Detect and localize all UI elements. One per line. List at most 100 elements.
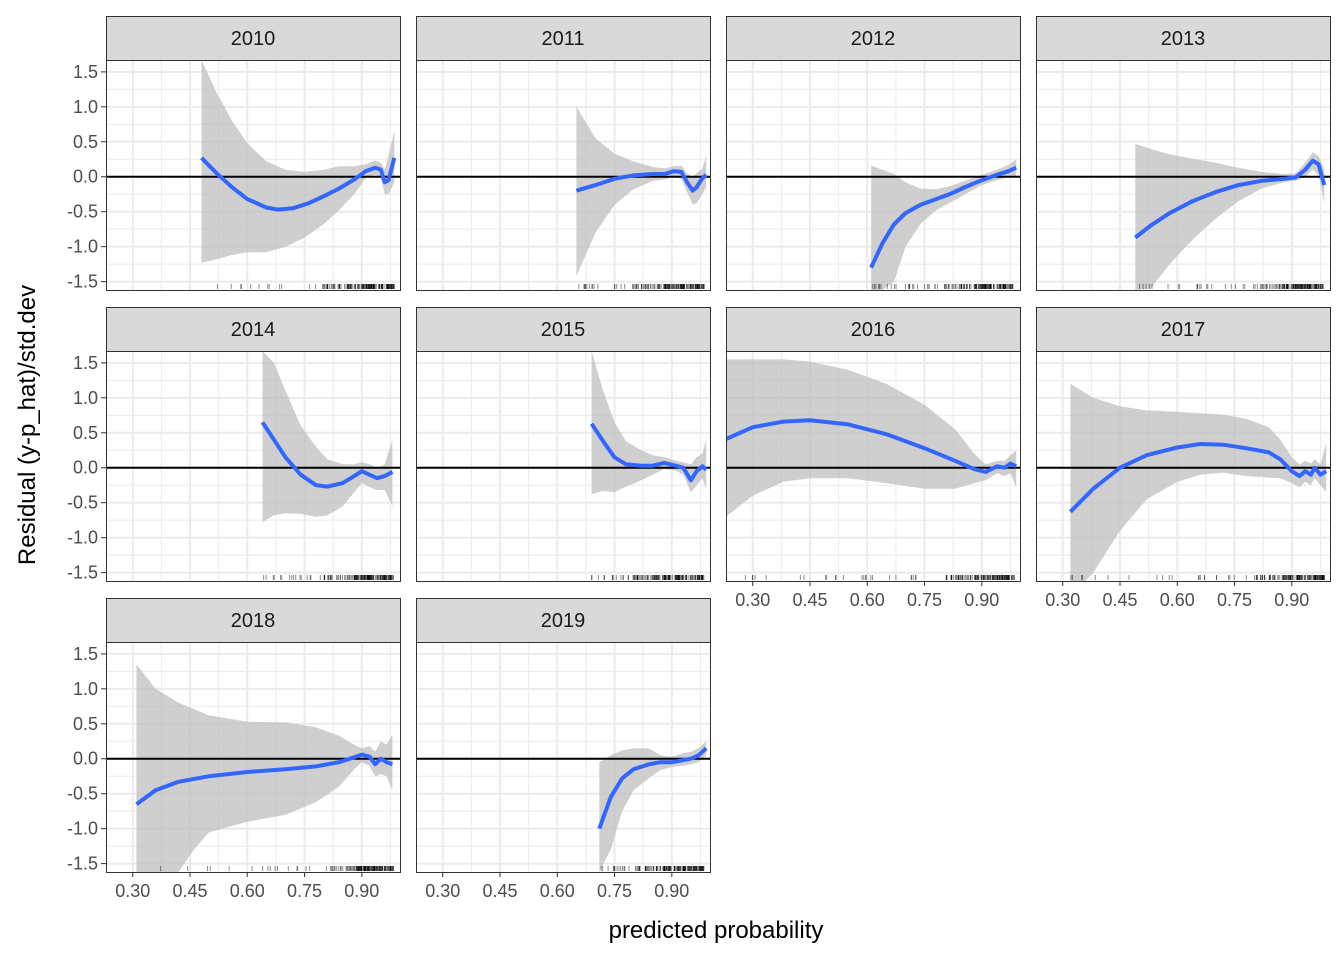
y-tick-label: -0.5 — [67, 784, 98, 804]
smooth-line — [869, 165, 1018, 269]
facet-panel-2011: 2011 — [416, 16, 711, 291]
panel-border — [416, 642, 711, 873]
y-tick-label: 1.0 — [73, 388, 98, 408]
panel-plot-area — [106, 351, 400, 580]
facet-panel-2015: 2015 — [416, 307, 711, 582]
facet-panel-2013: 2013 — [1036, 16, 1331, 291]
confidence-band — [871, 159, 1017, 290]
x-tick-label: 0.45 — [792, 590, 827, 610]
confidence-band — [201, 60, 395, 263]
facet-strip-label: 2013 — [1161, 28, 1206, 50]
panel-plot-area — [416, 741, 710, 872]
y-tick-label: 0.5 — [73, 423, 98, 443]
y-tick-label: 1.5 — [73, 353, 98, 373]
x-tick-label: 0.30 — [115, 881, 150, 901]
facet-strip-label: 2016 — [851, 319, 896, 341]
x-axis-title: predicted probability — [609, 917, 824, 944]
y-tick-label: -1.5 — [67, 563, 98, 583]
x-tick-label: 0.60 — [1160, 590, 1195, 610]
x-tick-label: 0.30 — [425, 881, 460, 901]
x-tick-label: 0.30 — [735, 590, 770, 610]
confidence-band — [576, 106, 707, 276]
x-tick-label: 0.75 — [907, 590, 942, 610]
panel-plot-area — [726, 159, 1020, 290]
smooth-line — [1068, 442, 1328, 514]
facet-panel-2010: 2010 1.5 1.0 0.5 0.0 -0.5 -1.0 -1.5 — [67, 16, 401, 292]
panel-border — [106, 351, 401, 582]
panel-plot-area — [1036, 143, 1330, 290]
y-axis-title: Residual (y-p_hat)/std.dev — [14, 285, 41, 565]
panel-border — [1036, 60, 1331, 291]
x-tick-label: 0.30 — [1045, 590, 1080, 610]
facet-panel-2018: 2018 1.5 1.0 0.5 0.0 -0.5 -1.0 -1.5 0.30 0.45 0.60… — [67, 598, 401, 901]
x-tick-label: 0.45 — [172, 881, 207, 901]
facet-strip — [416, 307, 711, 352]
facet-strip-label: 2017 — [1161, 319, 1206, 341]
y-tick-label: 1.0 — [73, 97, 98, 117]
y-tick-label: -0.5 — [67, 202, 98, 222]
facet-strip-label: 2012 — [851, 28, 896, 50]
panel-border — [106, 60, 401, 291]
smooth-line — [200, 156, 397, 212]
smooth-line — [135, 752, 394, 806]
y-tick-label: 1.5 — [73, 62, 98, 82]
x-tick-label: 0.60 — [540, 881, 575, 901]
panel-border — [416, 351, 711, 582]
facet-strip — [106, 307, 401, 352]
panel-plot-area — [106, 664, 400, 872]
x-tick-label: 0.60 — [230, 881, 265, 901]
x-tick-label: 0.90 — [654, 881, 689, 901]
panel-border — [726, 60, 1021, 291]
y-tick-label: 0.5 — [73, 714, 98, 734]
facet-strip-label: 2019 — [541, 610, 586, 632]
y-tick-label: -1.5 — [67, 854, 98, 874]
facet-panel-2016: 2016 0.30 0.45 0.60 0.75 0.90 — [726, 307, 1021, 610]
facet-panel-2014: 2014 1.5 1.0 0.5 0.0 -0.5 -1.0 -1.5 — [67, 307, 401, 583]
facet-strip — [416, 598, 711, 643]
facet-strip-label: 2015 — [541, 319, 586, 341]
smooth-line — [260, 421, 394, 489]
x-tick-label: 0.90 — [1274, 590, 1309, 610]
y-tick-label: -1.0 — [67, 528, 98, 548]
y-tick-label: 0.0 — [73, 167, 98, 187]
x-tick-label: 0.60 — [850, 590, 885, 610]
confidence-band — [1070, 383, 1327, 581]
panel-plot-area — [106, 60, 400, 289]
y-tick-label: 1.5 — [73, 644, 98, 664]
y-tick-label: -1.0 — [67, 819, 98, 839]
y-tick-label: 0.0 — [73, 749, 98, 769]
y-tick-label: 1.0 — [73, 679, 98, 699]
facet-panel-2017: 2017 0.30 0.45 0.60 0.75 0.90 — [1036, 307, 1331, 610]
x-tick-label: 0.90 — [344, 881, 379, 901]
smooth-line — [726, 418, 1018, 474]
y-tick-label: 0.0 — [73, 458, 98, 478]
panel-plot-area — [726, 359, 1020, 580]
panel-border — [1036, 351, 1331, 582]
facet-strip — [726, 307, 1021, 352]
smooth-line — [575, 169, 708, 193]
facet-strip-label: 2011 — [541, 28, 584, 50]
facet-strip-label: 2010 — [231, 28, 276, 50]
x-tick-label: 0.75 — [1217, 590, 1252, 610]
x-tick-label: 0.75 — [597, 881, 632, 901]
panel-plot-area — [1036, 383, 1330, 581]
facet-strip-label: 2014 — [231, 319, 276, 341]
smooth-line — [1134, 158, 1327, 240]
facet-strip — [1036, 307, 1331, 352]
facet-panel-2012: 2012 — [726, 16, 1021, 291]
facet-strip — [726, 16, 1021, 61]
smooth-line — [597, 746, 708, 830]
panel-plot-area — [416, 351, 710, 580]
facet-strip — [1036, 16, 1331, 61]
panel-border — [416, 60, 711, 291]
confidence-band — [136, 664, 393, 872]
x-tick-label: 0.75 — [287, 881, 322, 901]
confidence-band — [726, 359, 1017, 517]
facet-strip — [106, 16, 401, 61]
x-tick-label: 0.45 — [1102, 590, 1137, 610]
y-tick-label: 0.5 — [73, 132, 98, 152]
panels-layer: 2010 1.5 1.0 0.5 0.0 -0.5 -1.0 -1.5 2011 2012 2013… — [67, 16, 1331, 901]
x-tick-label: 0.45 — [482, 881, 517, 901]
y-tick-label: -1.0 — [67, 237, 98, 257]
